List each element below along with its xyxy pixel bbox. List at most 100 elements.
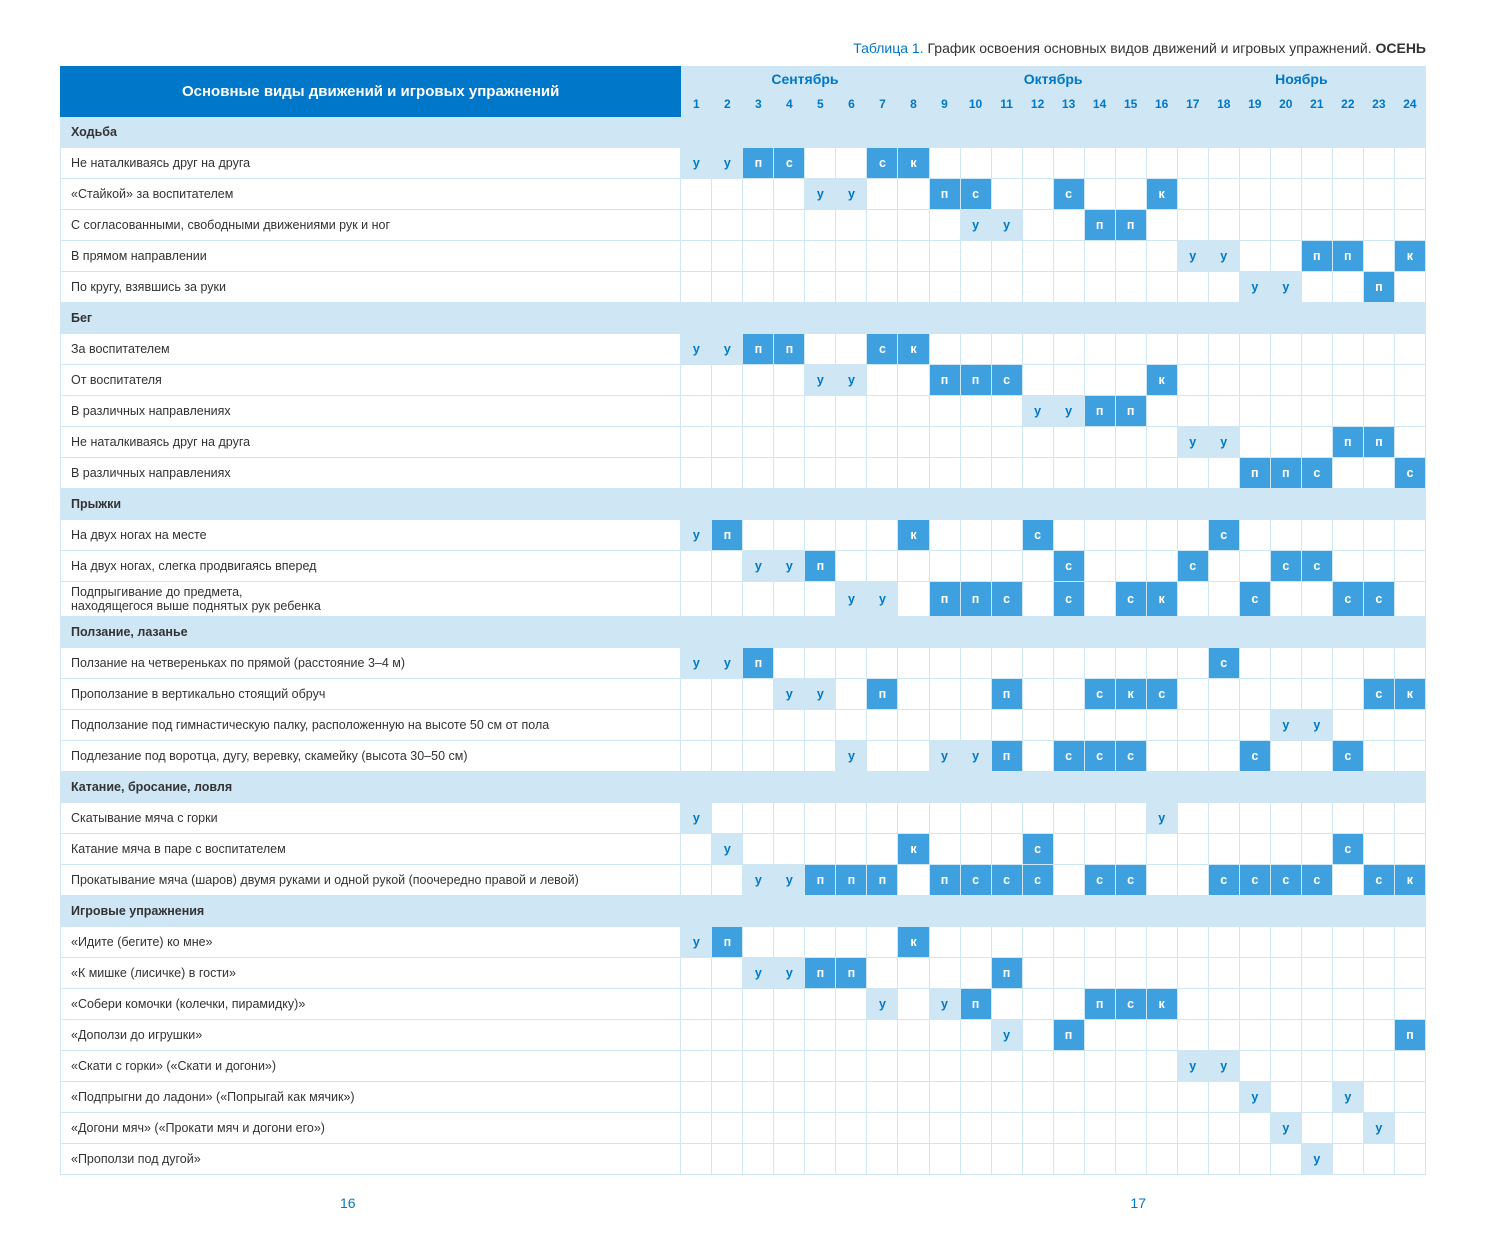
schedule-cell bbox=[1022, 958, 1053, 989]
schedule-cell: к bbox=[898, 520, 929, 551]
schedule-cell bbox=[1363, 520, 1394, 551]
schedule-cell: с bbox=[1301, 458, 1332, 489]
schedule-cell bbox=[991, 427, 1022, 458]
schedule-cell bbox=[1084, 1020, 1115, 1051]
schedule-cell bbox=[681, 365, 712, 396]
schedule-cell bbox=[774, 927, 805, 958]
schedule-cell bbox=[1177, 865, 1208, 896]
schedule-cell bbox=[1177, 520, 1208, 551]
schedule-cell bbox=[929, 1113, 960, 1144]
schedule-cell bbox=[1270, 396, 1301, 427]
schedule-cell bbox=[1363, 1020, 1394, 1051]
schedule-cell bbox=[1177, 1113, 1208, 1144]
schedule-cell bbox=[743, 803, 774, 834]
schedule-cell bbox=[898, 958, 929, 989]
schedule-cell bbox=[1115, 710, 1146, 741]
schedule-cell bbox=[1177, 927, 1208, 958]
schedule-cell bbox=[805, 1144, 836, 1175]
schedule-cell: с bbox=[1208, 520, 1239, 551]
schedule-cell bbox=[1363, 648, 1394, 679]
column-number: 1 bbox=[681, 92, 712, 117]
schedule-cell bbox=[1177, 272, 1208, 303]
schedule-cell bbox=[1084, 1051, 1115, 1082]
schedule-cell bbox=[1301, 927, 1332, 958]
schedule-cell: у bbox=[836, 179, 867, 210]
schedule-cell: п bbox=[1363, 272, 1394, 303]
schedule-cell bbox=[774, 741, 805, 772]
schedule-cell bbox=[774, 710, 805, 741]
schedule-cell: п bbox=[929, 365, 960, 396]
schedule-cell: с bbox=[1208, 648, 1239, 679]
schedule-cell bbox=[1394, 179, 1425, 210]
schedule-cell bbox=[1270, 1020, 1301, 1051]
schedule-cell bbox=[1394, 958, 1425, 989]
schedule-cell: у bbox=[1208, 427, 1239, 458]
schedule-cell bbox=[898, 710, 929, 741]
schedule-cell bbox=[1022, 148, 1053, 179]
schedule-cell bbox=[836, 458, 867, 489]
schedule-cell bbox=[712, 210, 743, 241]
month-header: Октябрь bbox=[929, 67, 1177, 92]
schedule-cell bbox=[960, 272, 991, 303]
schedule-cell bbox=[1394, 148, 1425, 179]
schedule-cell bbox=[805, 710, 836, 741]
schedule-cell bbox=[1146, 210, 1177, 241]
schedule-cell bbox=[867, 396, 898, 427]
schedule-cell bbox=[991, 148, 1022, 179]
schedule-cell: у bbox=[712, 648, 743, 679]
schedule-cell: у bbox=[867, 989, 898, 1020]
schedule-cell bbox=[1208, 458, 1239, 489]
schedule-cell bbox=[1270, 241, 1301, 272]
schedule-cell bbox=[774, 1113, 805, 1144]
schedule-cell bbox=[867, 241, 898, 272]
schedule-cell bbox=[898, 741, 929, 772]
schedule-cell bbox=[1053, 927, 1084, 958]
schedule-cell bbox=[805, 427, 836, 458]
schedule-cell bbox=[960, 148, 991, 179]
schedule-cell: у bbox=[836, 365, 867, 396]
row-label: Подползание под гимнастическую палку, ра… bbox=[61, 710, 681, 741]
schedule-cell bbox=[867, 458, 898, 489]
schedule-cell: п bbox=[1053, 1020, 1084, 1051]
schedule-cell: у bbox=[774, 679, 805, 710]
schedule-cell bbox=[774, 179, 805, 210]
schedule-cell bbox=[1022, 334, 1053, 365]
schedule-cell bbox=[1332, 710, 1363, 741]
schedule-cell bbox=[929, 679, 960, 710]
schedule-cell bbox=[1208, 741, 1239, 772]
column-number: 17 bbox=[1177, 92, 1208, 117]
schedule-cell bbox=[991, 989, 1022, 1020]
schedule-cell: с bbox=[1053, 741, 1084, 772]
schedule-cell bbox=[898, 865, 929, 896]
schedule-cell bbox=[1177, 396, 1208, 427]
schedule-cell: с bbox=[1053, 551, 1084, 582]
schedule-cell bbox=[836, 679, 867, 710]
row-label: «Стайкой» за воспитателем bbox=[61, 179, 681, 210]
schedule-cell bbox=[712, 803, 743, 834]
schedule-cell bbox=[1239, 1051, 1270, 1082]
schedule-cell: у bbox=[681, 648, 712, 679]
schedule-cell: у bbox=[960, 741, 991, 772]
schedule-cell bbox=[1115, 241, 1146, 272]
schedule-cell bbox=[712, 989, 743, 1020]
schedule-cell bbox=[712, 582, 743, 617]
schedule-cell bbox=[743, 582, 774, 617]
schedule-cell: у bbox=[743, 551, 774, 582]
schedule-cell bbox=[867, 927, 898, 958]
schedule-cell bbox=[681, 551, 712, 582]
schedule-cell bbox=[1239, 241, 1270, 272]
schedule-cell: с bbox=[1053, 582, 1084, 617]
schedule-cell bbox=[681, 865, 712, 896]
schedule-cell bbox=[1022, 1020, 1053, 1051]
schedule-cell bbox=[1332, 148, 1363, 179]
schedule-cell bbox=[1363, 710, 1394, 741]
schedule-cell bbox=[991, 272, 1022, 303]
column-number: 14 bbox=[1084, 92, 1115, 117]
schedule-cell bbox=[898, 396, 929, 427]
schedule-cell: п bbox=[712, 520, 743, 551]
schedule-cell bbox=[991, 551, 1022, 582]
schedule-cell bbox=[898, 989, 929, 1020]
row-label: Скатывание мяча с горки bbox=[61, 803, 681, 834]
row-label: Прокатывание мяча (шаров) двумя руками и… bbox=[61, 865, 681, 896]
schedule-cell: у bbox=[1208, 241, 1239, 272]
